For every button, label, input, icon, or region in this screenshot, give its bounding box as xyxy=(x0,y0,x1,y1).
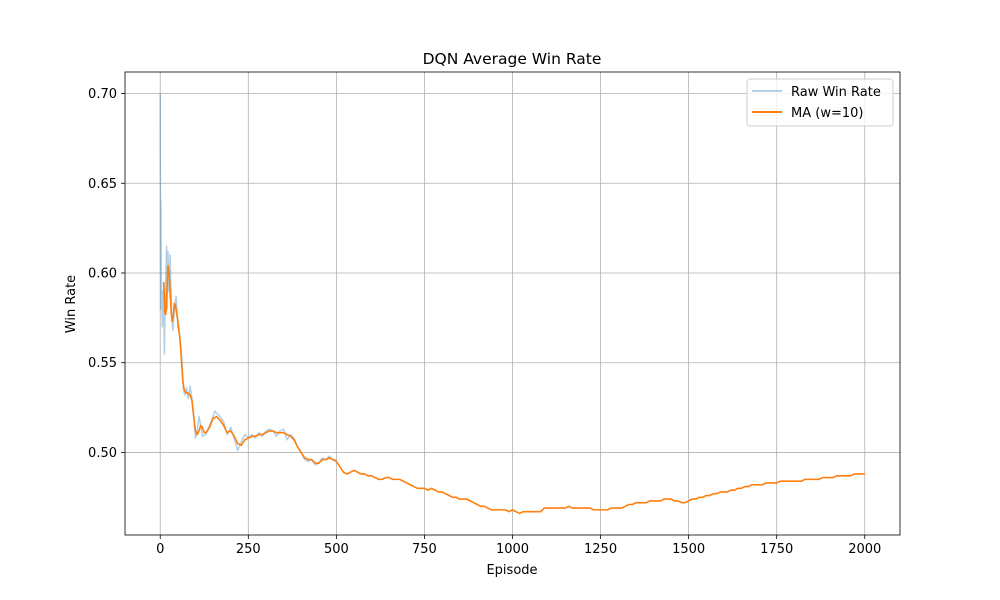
legend-box xyxy=(746,78,894,127)
x-tick-label: 2000 xyxy=(848,542,881,557)
y-tick-label: 0.65 xyxy=(88,177,117,192)
x-tick-label: 250 xyxy=(236,542,261,557)
x-tick-label: 500 xyxy=(324,542,349,557)
moving-average-line xyxy=(162,265,865,515)
x-tick-label: 1250 xyxy=(584,542,617,557)
x-tick-label: 750 xyxy=(412,542,437,557)
legend: Raw Win Rate MA (w=10) xyxy=(746,78,894,127)
x-axis-ticks: 0 250 500 750 1000 1250 1500 1750 2000 xyxy=(156,535,881,557)
x-tick-label: 1750 xyxy=(760,542,793,557)
x-tick-label: 1000 xyxy=(496,542,529,557)
grid-lines xyxy=(125,72,900,535)
moving-average-series xyxy=(162,265,865,515)
legend-ma-label: MA (w=10) xyxy=(791,106,863,121)
y-tick-label: 0.70 xyxy=(88,87,117,102)
y-tick-label: 0.55 xyxy=(88,356,117,371)
x-tick-label: 1500 xyxy=(672,542,705,557)
x-axis-label: Episode xyxy=(486,563,537,578)
x-tick-label: 0 xyxy=(156,542,164,557)
y-axis-label: Win Rate xyxy=(64,275,79,333)
chart-title: DQN Average Win Rate xyxy=(423,50,602,68)
legend-raw-label: Raw Win Rate xyxy=(791,85,881,100)
y-axis-ticks: 0.50 0.55 0.60 0.65 0.70 xyxy=(88,87,125,461)
y-tick-label: 0.50 xyxy=(88,446,117,461)
y-tick-label: 0.60 xyxy=(88,266,117,281)
